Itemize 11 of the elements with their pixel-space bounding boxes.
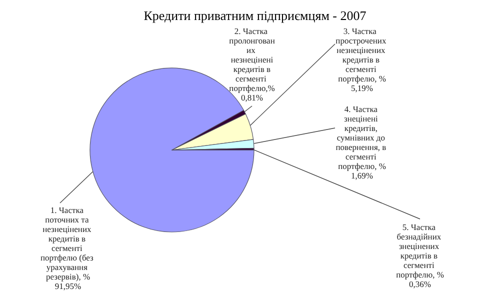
slice-label: 1. Частка поточних та незнецінених кредитів в сегменті портфелю (без урахування резервів), % bbox=[40, 204, 96, 282]
data-label: 1,69% bbox=[351, 170, 373, 180]
slice-label: 3. Частка прострочених незнецінених кредитів в сегменті портфелю, % bbox=[336, 26, 388, 84]
data-label: 0,36% bbox=[409, 278, 431, 289]
data-label: 5,19% bbox=[351, 82, 373, 93]
chart-title: Кредити приватним підприємцям - 2007 bbox=[144, 8, 367, 23]
slice-label: 4. Частка знецінені кредитів, сумнівних до повернення, в сегменті портфелю, % bbox=[336, 104, 388, 171]
slice-label: 5. Частка безнадійних знецінених кредитів в сегменті портфелю, % bbox=[396, 222, 444, 280]
data-label: 0,81% bbox=[241, 92, 263, 102]
data-label: 91,95% bbox=[54, 280, 82, 291]
slice-label: 2. Частка пролонгованих незнецінені кредитів в сегменті портфелю,% bbox=[229, 26, 276, 93]
